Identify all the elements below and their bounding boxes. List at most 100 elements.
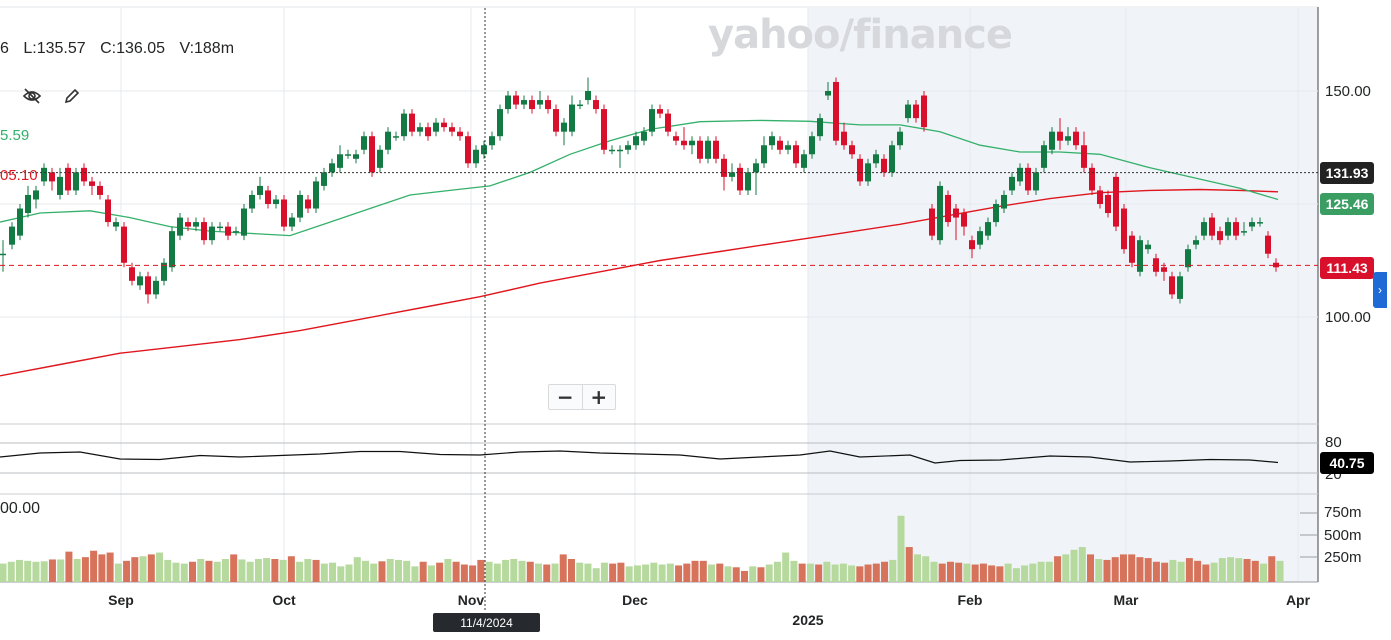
open-value: 6 [0,40,9,57]
price-axis-label: 150.00 [1325,83,1371,100]
volume-bar-down [469,565,477,582]
candle-up [1241,222,1247,236]
candle-down [913,100,919,123]
zoom-controls: − + [548,384,616,410]
candle-up [289,213,295,232]
candle-down [441,118,447,132]
volume-bar-down [106,552,114,582]
x-axis-label-nov: Nov [457,592,485,608]
volume-bar-down [881,561,889,582]
candle-down [737,163,743,195]
volume-bar-up [650,562,658,582]
volume-bar-down [460,564,468,582]
volume-bar-down [287,556,295,582]
candle-down [97,181,103,200]
candle-up [993,199,999,227]
volume-bar-up [345,564,353,582]
candle-up [41,163,47,186]
candle-up [1041,140,1047,173]
candle-down [953,204,959,241]
volume-bar-down [757,567,765,582]
candle-down [777,136,783,155]
volume-bar-down [1087,554,1095,582]
volume-axis-label: 750m [1324,504,1362,521]
volume-bar-up [279,559,287,582]
volume-bar-up [765,564,773,582]
volume-bar-down [905,547,913,582]
volume-bar-down [1128,554,1136,582]
volume-bar-up [823,561,831,582]
volume-bar-up [1029,563,1037,582]
volume-bar-down [205,560,213,582]
volume-bars [0,515,1284,582]
candle-up [761,136,767,168]
candle-up [641,127,647,146]
volume-bar-up [963,563,971,582]
volume-bar-up [625,566,633,582]
side-panel-expand-tab[interactable]: › [1373,272,1387,308]
volume-bar-up [749,566,757,582]
candle-up [1177,271,1183,304]
volume-bar-up [485,561,493,582]
volume-bar-up [790,560,798,582]
volume-bar-up [246,561,254,582]
volume-bar-up [535,563,543,582]
volume-bar-down [609,563,617,582]
volume-bar-down [988,565,996,582]
candle-down [921,91,927,132]
candle-up [537,91,543,110]
volume-bar-down [98,554,106,582]
volume-bar-up [15,559,23,582]
volume-bar-up [337,566,345,582]
zoom-in-button[interactable]: + [590,385,608,409]
volume-bar-down [526,561,534,582]
candle-down [849,140,855,159]
x-axis-label-apr: Apr [1285,592,1311,608]
candle-up [377,145,383,173]
volume-bar-up [403,560,411,582]
candle-up [473,145,479,168]
candle-up [1193,235,1199,250]
candle-down [929,204,935,241]
hide-indicator-icon[interactable] [21,85,43,107]
volume-bar-down [567,559,575,582]
volume-bar-up [773,561,781,582]
candle-down [601,104,607,155]
volume-bar-up [386,559,394,582]
volume-bar-up [221,559,229,582]
volume-bar-down [691,560,699,582]
candle-up [705,136,711,164]
volume-bar-up [139,556,147,582]
candle-up [137,271,143,290]
candle-up [169,226,175,272]
volume-bar-down [1111,557,1119,582]
volume-bar-up [1235,558,1243,582]
volume-bar-down [946,561,954,582]
candle-down [833,77,839,146]
volume-bar-up [263,558,271,582]
candle-up [801,149,807,173]
volume-bar-down [1136,557,1144,582]
volume-bar-up [1095,559,1103,582]
candle-down [105,194,111,227]
volume-bar-down [979,563,987,582]
candle-up [113,217,119,232]
volume-bar-up [172,562,180,582]
volume-bar-up [889,559,897,582]
volume-bar-down [452,561,460,582]
candle-up [785,140,791,155]
volume-bar-down [1103,559,1111,582]
edit-pencil-icon[interactable] [61,85,83,107]
volume-bar-up [353,557,361,582]
volume-bar-up [1037,561,1045,582]
candle-down [1097,185,1103,209]
candle-up [433,118,439,137]
zoom-out-button[interactable]: − [549,385,583,409]
volume-bar-down [188,561,196,582]
candle-down [961,208,967,236]
candle-down [121,222,127,268]
volume-bar-down [378,561,386,582]
candle-up [361,131,367,155]
candle-up [1065,127,1071,146]
